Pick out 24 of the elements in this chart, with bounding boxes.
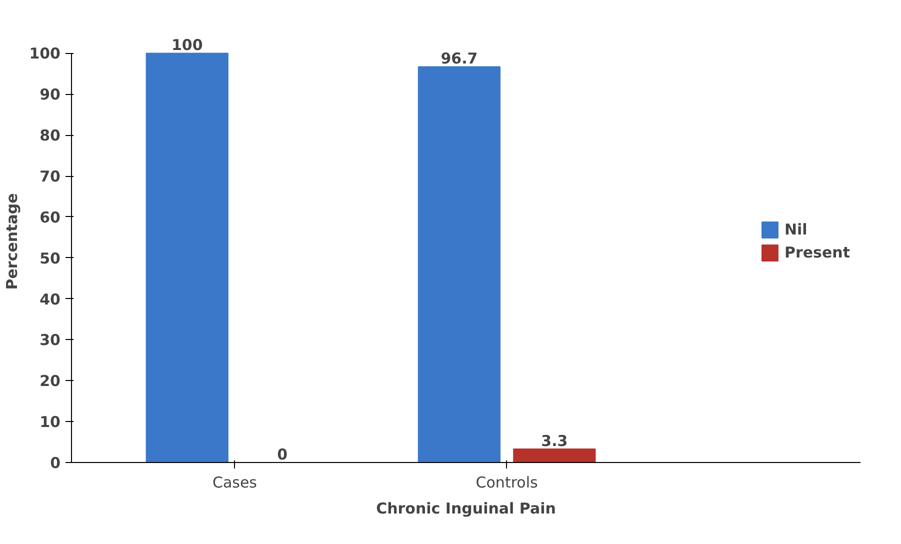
x-axis-title: Chronic Inguinal Pain bbox=[376, 500, 556, 518]
y-axis-title: Percentage bbox=[3, 193, 22, 290]
y-tick-label: 80 bbox=[40, 126, 60, 145]
y-tick-label: 50 bbox=[40, 249, 60, 268]
data-label: 3.3 bbox=[541, 432, 568, 450]
bar bbox=[418, 66, 501, 462]
x-tick-label: Cases bbox=[212, 474, 258, 492]
data-label: 100 bbox=[171, 36, 203, 54]
y-tick-label: 90 bbox=[40, 86, 60, 104]
y-tick-label: 30 bbox=[40, 331, 60, 350]
y-tick-label: 70 bbox=[40, 168, 60, 186]
bar bbox=[146, 52, 228, 462]
legend-label: Present bbox=[784, 244, 850, 262]
y-tick-label: 60 bbox=[40, 208, 60, 226]
y-tick-label: 40 bbox=[40, 290, 60, 308]
data-label: 0 bbox=[277, 446, 288, 464]
data-label: 96.7 bbox=[440, 50, 478, 68]
legend-label: Nil bbox=[784, 220, 808, 238]
y-tick-label: 100 bbox=[29, 44, 60, 63]
y-tick-label: 20 bbox=[40, 372, 60, 390]
bar bbox=[513, 448, 596, 462]
y-tick-label: 10 bbox=[40, 413, 60, 432]
y-tick-label: 0 bbox=[50, 454, 60, 472]
x-tick-label: Controls bbox=[476, 474, 538, 492]
